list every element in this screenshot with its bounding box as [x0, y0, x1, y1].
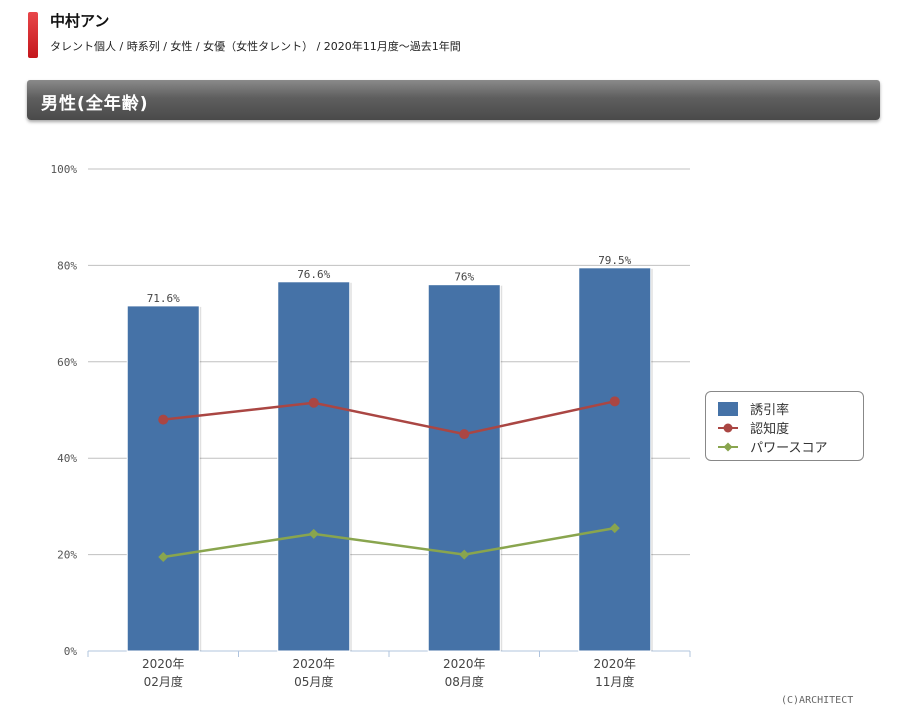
legend-label: 誘引率: [750, 403, 790, 418]
point-marker: [308, 397, 319, 408]
x-tick-label: 08月度: [445, 674, 484, 689]
legend-item-line-1[interactable]: 認知度: [718, 418, 790, 437]
bar-data-label: 76%: [454, 271, 474, 284]
chart-legend: 誘引率 認知度 パワースコア: [705, 391, 864, 461]
series-line: [163, 400, 616, 436]
point-marker: [609, 396, 620, 407]
bar: [126, 305, 200, 652]
bar-swatch-icon: [718, 401, 738, 416]
x-tick-label: 05月度: [294, 674, 333, 689]
section-header: 男性(全年齢): [27, 80, 880, 120]
point-marker: [308, 528, 319, 539]
y-tick-label: 20%: [57, 549, 77, 562]
y-tick-label: 0%: [64, 645, 78, 658]
line-marker-icon: [718, 423, 738, 432]
y-tick-label: 40%: [57, 452, 77, 465]
breadcrumb: タレント個人 / 時系列 / 女性 / 女優（女性タレント） / 2020年11…: [50, 40, 461, 53]
x-tick-label: 11月度: [595, 674, 634, 689]
x-tick-label: 2020年: [292, 657, 335, 671]
bar: [578, 267, 652, 652]
x-tick-label: 02月度: [144, 674, 183, 689]
bar-data-label: 71.6%: [147, 292, 180, 305]
copyright: (C)ARCHITECT: [781, 695, 854, 706]
talent-name: 中村アン: [50, 12, 110, 30]
y-tick-label: 100%: [51, 163, 78, 176]
point-marker: [609, 523, 620, 534]
y-tick-label: 60%: [57, 356, 77, 369]
legend-label: 認知度: [750, 422, 790, 437]
point-marker: [158, 552, 169, 563]
bar-data-label: 79.5%: [598, 254, 631, 267]
bar-data-label: 76.6%: [297, 268, 330, 281]
section-title: 男性(全年齢): [41, 94, 149, 114]
bar: [427, 284, 501, 652]
legend-item-bar[interactable]: 誘引率: [718, 399, 790, 418]
point-marker: [459, 549, 470, 560]
point-marker: [459, 429, 470, 440]
bar: [277, 281, 351, 652]
x-tick-label: 2020年: [142, 657, 185, 671]
diamond-marker-icon: [718, 442, 738, 451]
legend-item-line-2[interactable]: パワースコア: [718, 437, 828, 456]
title-accent-bar: [28, 12, 38, 58]
point-marker: [158, 414, 169, 425]
series-line: [163, 526, 615, 559]
legend-label: パワースコア: [750, 441, 828, 456]
y-tick-label: 80%: [57, 259, 77, 272]
x-tick-label: 2020年: [593, 657, 636, 671]
x-tick-label: 2020年: [443, 657, 486, 671]
